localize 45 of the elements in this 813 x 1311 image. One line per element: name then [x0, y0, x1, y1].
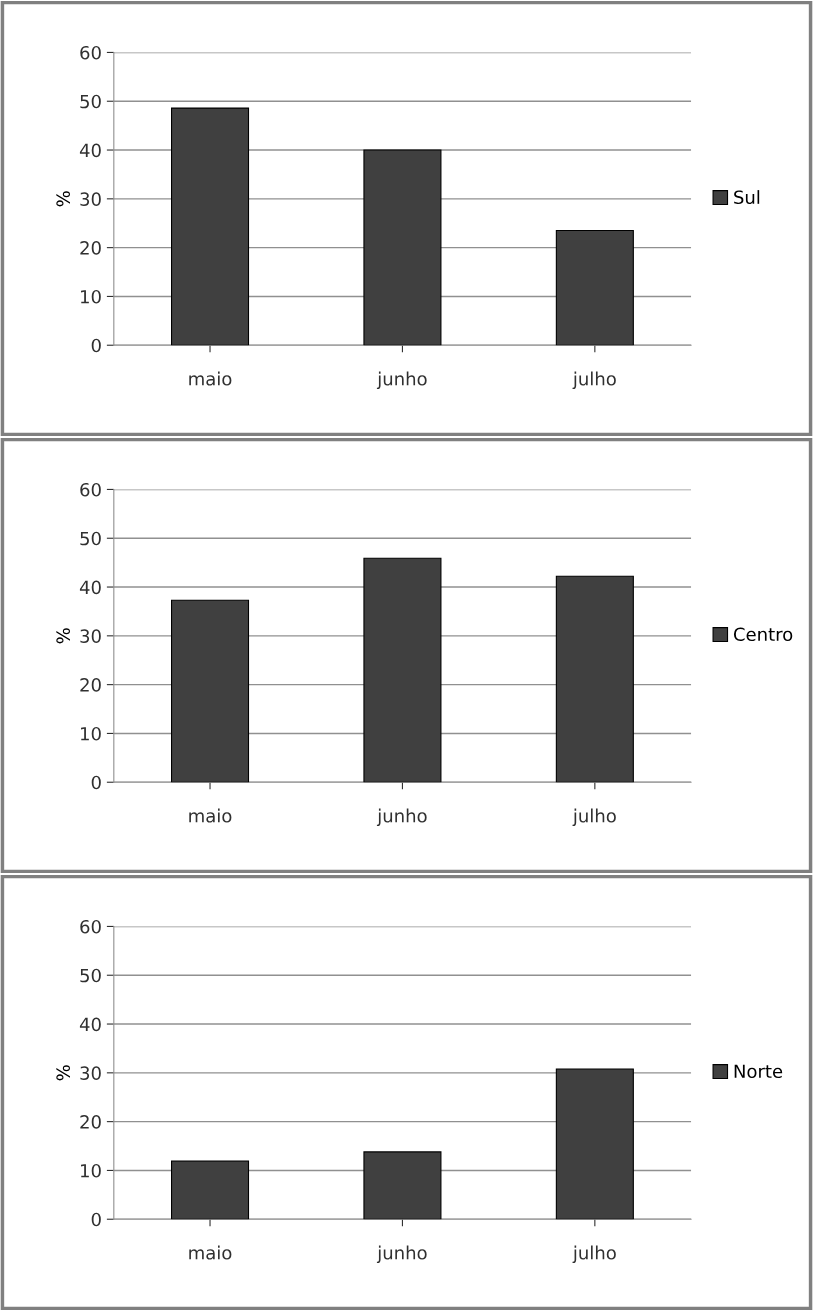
- x-tick-label: maio: [189, 371, 232, 386]
- y-tick-label: 50: [80, 531, 101, 546]
- y-tick-label: 20: [80, 1115, 101, 1129]
- bar: [555, 575, 634, 783]
- y-tick-label: 30: [80, 192, 101, 206]
- bar: [170, 599, 250, 783]
- x-tick-label: maio: [189, 808, 232, 823]
- y-tick-label: 20: [80, 678, 101, 692]
- y-tick-label: 0: [91, 338, 101, 353]
- y-tick-label: 30: [80, 629, 101, 643]
- legend-label: Norte: [734, 1064, 783, 1079]
- y-tick-label: 40: [79, 580, 101, 595]
- y-tick-label: 50: [80, 968, 101, 983]
- bar: [555, 1068, 634, 1220]
- y-tick-label: 10: [81, 1163, 101, 1178]
- bar: [555, 229, 634, 346]
- y-axis-title: %: [56, 628, 70, 644]
- bar: [363, 149, 442, 346]
- x-tick-label: julho: [572, 808, 616, 827]
- y-axis-title: %: [56, 191, 70, 207]
- y-tick-label: 30: [80, 1066, 101, 1080]
- legend-label: Centro: [733, 627, 793, 642]
- y-tick-label: 20: [80, 241, 101, 255]
- bar: [363, 1151, 442, 1220]
- x-tick-label: julho: [572, 371, 616, 390]
- y-tick-label: 10: [81, 289, 101, 304]
- y-tick-label: 50: [80, 94, 101, 109]
- y-tick-label: 60: [80, 919, 101, 934]
- y-tick-label: 0: [91, 1212, 101, 1227]
- x-tick-label: maio: [189, 1245, 232, 1260]
- x-tick-label: julho: [572, 1245, 616, 1264]
- x-tick-label: junho: [376, 1245, 427, 1264]
- y-tick-label: 60: [80, 482, 101, 497]
- bar: [170, 107, 250, 346]
- y-tick-label: 10: [81, 726, 101, 741]
- legend-label: Sul: [734, 190, 760, 205]
- y-tick-label: 40: [79, 143, 101, 158]
- x-tick-label: junho: [376, 808, 427, 827]
- y-tick-label: 60: [80, 45, 101, 60]
- bar: [170, 1160, 250, 1220]
- y-tick-label: 40: [79, 1017, 101, 1032]
- bar: [363, 557, 442, 783]
- y-axis-title: %: [56, 1065, 70, 1081]
- y-tick-label: 0: [91, 775, 101, 790]
- x-tick-label: junho: [376, 371, 427, 390]
